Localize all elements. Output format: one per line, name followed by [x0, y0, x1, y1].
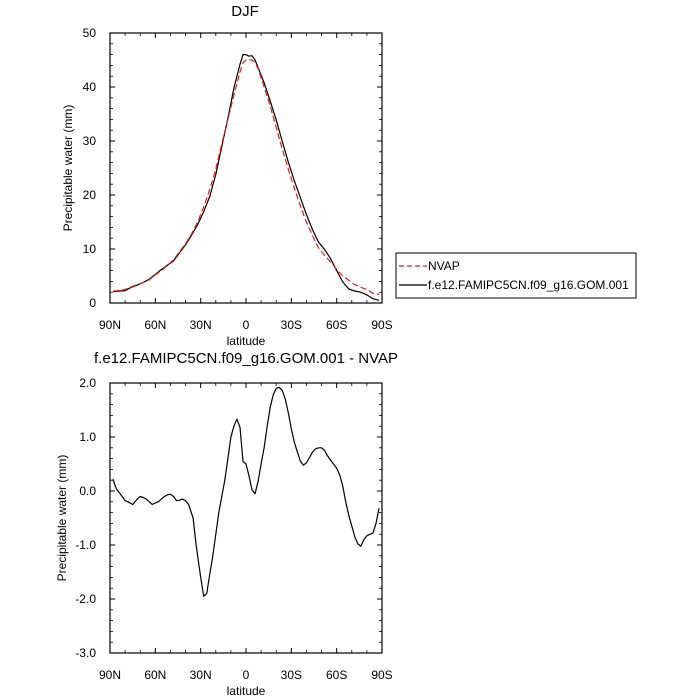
bottom-plot-frame — [109, 382, 383, 654]
top-y-tick-label: 10 — [83, 242, 97, 256]
bottom-y-tick-label: 2.0 — [79, 376, 96, 390]
bottom-y-tick-label: -2.0 — [75, 592, 96, 606]
top-y-axis-title: Precipitable water (mm) — [61, 105, 75, 232]
bottom-x-tick-label: 90S — [371, 668, 392, 682]
top-x-tick-label: 60N — [144, 318, 166, 332]
bottom-panel: f.e12.FAMIPC5CN.f09_g16.GOM.001 - NVAP 9… — [55, 350, 398, 698]
bottom-y-tick-label: -1.0 — [75, 538, 96, 552]
top-x-tick-label: 30S — [281, 318, 302, 332]
top-panel-title: DJF — [231, 3, 259, 20]
legend: NVAP f.e12.FAMIPC5CN.f09_g16.GOM.001 — [395, 252, 637, 299]
bottom-y-tick-label: 1.0 — [79, 430, 96, 444]
bottom-x-axis-title: latitude — [227, 684, 266, 698]
bottom-x-tick-label: 60S — [326, 668, 347, 682]
bottom-x-tick-label: 60N — [144, 668, 166, 682]
bottom-x-tick-label: 0 — [243, 668, 250, 682]
bottom-lines — [112, 386, 380, 597]
top-x-tick-label: 90S — [371, 318, 392, 332]
bottom-x-tick-label: 30N — [190, 668, 212, 682]
bottom-y-tick-label: -3.0 — [75, 646, 96, 660]
legend-label-nvap: NVAP — [428, 259, 460, 273]
top-ticks: 90N 60N 30N 0 30S 60S 90S 0 10 20 30 40 50 — [83, 26, 393, 332]
top-y-tick-label: 0 — [89, 296, 96, 310]
top-panel: DJF 90N 60N 30N 0 30S 60S 90S 0 10 20 30 40 50 latit… — [61, 3, 393, 348]
top-series-line-nvap — [112, 58, 380, 295]
bottom-series-line-model — [112, 386, 380, 597]
bottom-y-tick-label: 0.0 — [79, 484, 96, 498]
bottom-y-axis-title: Precipitable water (mm) — [55, 455, 69, 582]
legend-box — [395, 252, 637, 299]
bottom-panel-title: f.e12.FAMIPC5CN.f09_g16.GOM.001 - NVAP — [94, 350, 398, 367]
top-x-tick-label: 60S — [326, 318, 347, 332]
top-y-tick-label: 40 — [83, 80, 97, 94]
bottom-ticks: 90N 60N 30N 0 30S 60S 90S -3.0 -2.0 -1.0 0.0 1.0 2.0 — [75, 376, 392, 682]
top-series-line-model — [112, 53, 380, 301]
top-x-tick-label: 90N — [99, 318, 121, 332]
top-lines — [112, 53, 380, 301]
top-y-tick-label: 20 — [83, 188, 97, 202]
legend-label-model: f.e12.FAMIPC5CN.f09_g16.GOM.001 — [428, 278, 629, 292]
top-y-tick-label: 50 — [83, 26, 97, 40]
bottom-x-tick-label: 90N — [99, 668, 121, 682]
bottom-x-tick-label: 30S — [281, 668, 302, 682]
top-x-tick-label: 0 — [243, 318, 250, 332]
top-x-tick-label: 30N — [190, 318, 212, 332]
top-plot-frame — [109, 32, 383, 304]
top-y-tick-label: 30 — [83, 134, 97, 148]
top-x-axis-title: latitude — [227, 334, 266, 348]
